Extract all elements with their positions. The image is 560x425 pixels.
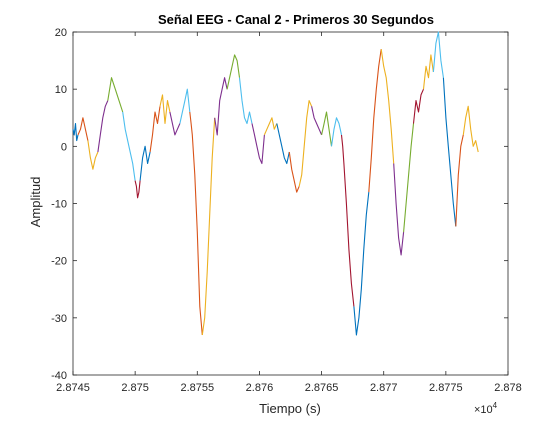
eeg-segment-28 bbox=[368, 49, 382, 193]
y-axis-label: Amplitud bbox=[28, 177, 43, 228]
eeg-segment-19 bbox=[263, 117, 278, 136]
x-tick-label: 2.877 bbox=[370, 382, 398, 394]
eeg-segment-36 bbox=[455, 134, 464, 227]
eeg-segment-5 bbox=[107, 77, 124, 113]
eeg-segment-15 bbox=[214, 77, 228, 136]
y-ticks: -40 -30 -20 -10 0 10 20 bbox=[51, 27, 508, 382]
x-tick-label: 2.875 bbox=[121, 382, 149, 394]
eeg-segment-14 bbox=[201, 117, 216, 336]
x-tick-label: 2.8745 bbox=[56, 382, 90, 394]
eeg-segment-10 bbox=[159, 94, 171, 125]
x-axis-label: Tiempo (s) bbox=[259, 401, 321, 416]
eeg-segment-22 bbox=[298, 100, 313, 187]
eeg-segment-23 bbox=[311, 106, 323, 136]
eeg-segment-30 bbox=[393, 163, 405, 256]
y-tick-label: -10 bbox=[51, 199, 67, 211]
y-tick-label: -40 bbox=[51, 370, 67, 382]
x-tick-label: 2.878 bbox=[494, 382, 522, 394]
eeg-segment-1 bbox=[72, 122, 79, 142]
eeg-segment-17 bbox=[238, 77, 253, 125]
eeg-segment-24 bbox=[321, 111, 333, 147]
eeg-segment-11 bbox=[169, 111, 181, 136]
eeg-segment-26 bbox=[340, 134, 355, 307]
eeg-segment-29 bbox=[380, 49, 395, 164]
y-tick-label: 10 bbox=[55, 84, 67, 96]
series-layer bbox=[72, 31, 479, 336]
eeg-segment-7 bbox=[134, 180, 141, 199]
eeg-segment-37 bbox=[462, 105, 479, 153]
axes-box bbox=[72, 31, 509, 376]
x-tick-label: 2.8755 bbox=[180, 382, 214, 394]
eeg-segment-33 bbox=[422, 54, 434, 90]
eeg-segment-25 bbox=[330, 117, 343, 147]
eeg-segment-9 bbox=[149, 106, 161, 153]
eeg-segment-21 bbox=[288, 151, 300, 193]
eeg-segment-8 bbox=[139, 145, 151, 181]
chart-title: Señal EEG - Canal 2 - Primeros 30 Segund… bbox=[158, 12, 434, 27]
eeg-segment-18 bbox=[251, 123, 265, 165]
x-multiplier-label: ×104 bbox=[474, 401, 498, 416]
eeg-segment-13 bbox=[189, 111, 203, 336]
eeg-segment-32 bbox=[412, 88, 425, 124]
eeg-segment-34 bbox=[432, 31, 444, 78]
eeg-segment-2 bbox=[77, 117, 89, 141]
eeg-segment-35 bbox=[442, 77, 457, 227]
plot-area: 2.8745 2.875 2.8755 2.876 2.8765 2.877 2.8775 2… bbox=[51, 27, 522, 394]
y-tick-label: 0 bbox=[61, 141, 67, 153]
y-tick-label: -20 bbox=[51, 256, 67, 268]
eeg-segment-3 bbox=[87, 140, 99, 170]
eeg-segment-6 bbox=[122, 111, 136, 181]
x-multiplier-base: ×10 bbox=[474, 404, 493, 416]
eeg-segment-4 bbox=[97, 100, 109, 153]
eeg-segment-27 bbox=[353, 192, 370, 336]
y-tick-label: 20 bbox=[55, 27, 67, 39]
y-tick-label: -30 bbox=[51, 313, 67, 325]
x-tick-label: 2.8765 bbox=[305, 382, 339, 394]
eeg-segment-20 bbox=[276, 123, 290, 165]
eeg-segment-31 bbox=[403, 123, 415, 233]
x-ticks: 2.8745 2.875 2.8755 2.876 2.8765 2.877 2.8775 2… bbox=[56, 32, 522, 394]
x-multiplier-exponent: 4 bbox=[493, 401, 498, 410]
eeg-segment-16 bbox=[226, 54, 241, 90]
x-tick-label: 2.8775 bbox=[429, 382, 463, 394]
x-tick-label: 2.876 bbox=[246, 382, 274, 394]
eeg-segment-12 bbox=[179, 88, 191, 124]
